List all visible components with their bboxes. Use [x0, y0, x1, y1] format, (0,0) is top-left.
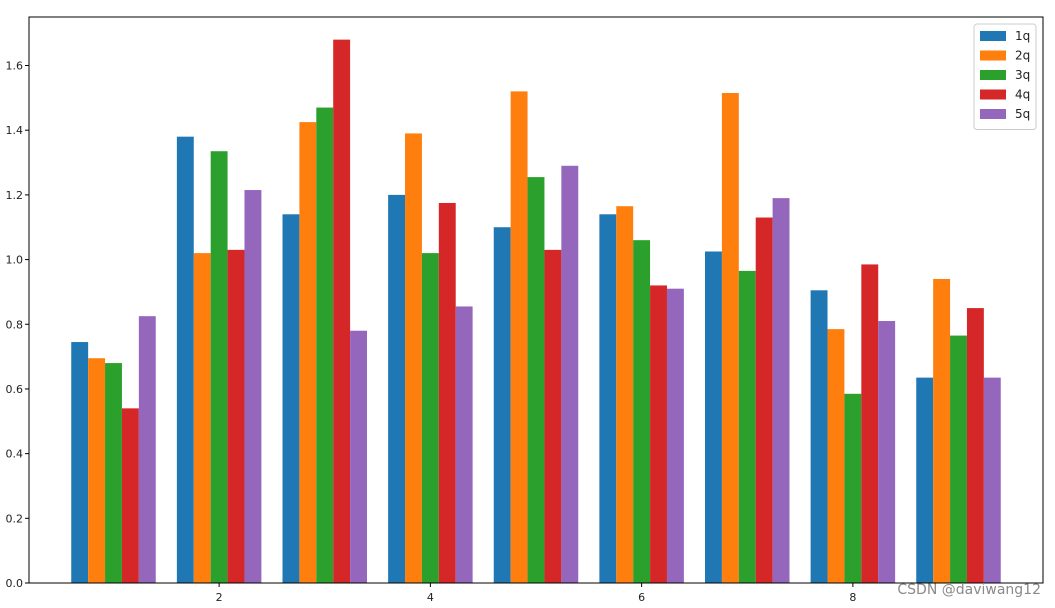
- bar-5q-2: [244, 190, 262, 583]
- bar-1q-2: [176, 136, 194, 583]
- bar-5q-8: [878, 321, 896, 583]
- legend-swatch-4q: [980, 89, 1006, 100]
- bar-2q-1: [88, 358, 106, 583]
- bar-3q-9: [950, 335, 967, 583]
- bar-4q-8: [861, 264, 879, 583]
- bar-1q-7: [705, 251, 722, 583]
- watermark-text: CSDN @daviwang12: [897, 582, 1041, 598]
- bar-1q-5: [493, 227, 511, 583]
- bar-3q-6: [633, 240, 651, 583]
- legend-label-3q: 3q: [1015, 68, 1030, 82]
- x-tick-label: 6: [638, 591, 645, 604]
- y-tick-label: 0.2: [6, 512, 24, 525]
- bar-5q-5: [561, 165, 579, 583]
- bar-2q-3: [299, 122, 317, 583]
- bar-5q-9: [983, 377, 1001, 583]
- y-tick-label: 0.4: [6, 448, 24, 461]
- legend-swatch-2q: [980, 50, 1006, 61]
- bar-4q-2: [227, 249, 245, 583]
- bar-2q-5: [510, 91, 528, 583]
- bar-1q-6: [599, 214, 617, 583]
- bar-3q-8: [844, 393, 862, 583]
- legend-label-2q: 2q: [1015, 49, 1030, 63]
- bar-3q-1: [105, 363, 122, 583]
- bar-1q-1: [71, 342, 89, 583]
- y-tick-label: 0.0: [6, 577, 24, 590]
- legend-label-1q: 1q: [1015, 29, 1030, 43]
- legend-swatch-3q: [980, 70, 1006, 80]
- y-tick-label: 1.0: [6, 254, 24, 267]
- plot-frame: [28, 16, 1044, 584]
- y-tick-label: 1.6: [6, 60, 24, 73]
- bar-3q-7: [738, 270, 756, 583]
- bar-1q-3: [282, 214, 300, 583]
- y-tick-label: 1.4: [6, 124, 24, 137]
- bar-2q-6: [616, 206, 634, 583]
- bar-5q-3: [350, 330, 367, 583]
- legend: 1q 2q 3q 4q 5q: [973, 23, 1037, 130]
- bar-4q-9: [966, 308, 984, 583]
- legend-swatch-1q: [980, 31, 1006, 41]
- bar-4q-4: [438, 202, 456, 583]
- bars-group: [71, 39, 1001, 584]
- bar-4q-1: [121, 408, 139, 583]
- legend-label-4q: 4q: [1015, 88, 1030, 102]
- bar-3q-5: [527, 177, 545, 583]
- bar-2q-7: [721, 93, 739, 584]
- axes-group: 0.0 0.2 0.4 0.6 0.8 1.0 1.2 1.4 1.6 2 4 6 8: [6, 16, 1044, 604]
- x-tick-label: 8: [849, 591, 856, 604]
- bar-2q-4: [405, 133, 422, 584]
- bar-4q-7: [755, 217, 773, 584]
- bar-4q-6: [650, 285, 667, 583]
- bar-1q-9: [916, 377, 934, 583]
- x-tick-label: 2: [216, 591, 223, 604]
- bar-5q-1: [138, 316, 156, 583]
- bar-5q-4: [455, 306, 473, 583]
- bar-2q-2: [193, 253, 211, 584]
- legend-label-5q: 5q: [1015, 107, 1030, 121]
- y-tick-label: 0.8: [6, 318, 24, 331]
- y-tick-label: 1.2: [6, 189, 24, 202]
- bar-3q-4: [421, 253, 439, 584]
- y-tick-label: 0.6: [6, 383, 24, 396]
- legend-swatch-5q: [980, 109, 1006, 119]
- bar-2q-9: [933, 278, 951, 583]
- bar-5q-6: [666, 288, 684, 583]
- x-tick-label: 4: [427, 591, 434, 604]
- bar-1q-8: [810, 290, 828, 583]
- bar-3q-3: [316, 107, 334, 583]
- bar-4q-5: [544, 249, 562, 583]
- bar-1q-4: [388, 194, 406, 583]
- bar-5q-7: [772, 198, 790, 583]
- bar-2q-8: [827, 329, 845, 583]
- bar-4q-3: [333, 39, 351, 583]
- bar-3q-2: [210, 151, 228, 584]
